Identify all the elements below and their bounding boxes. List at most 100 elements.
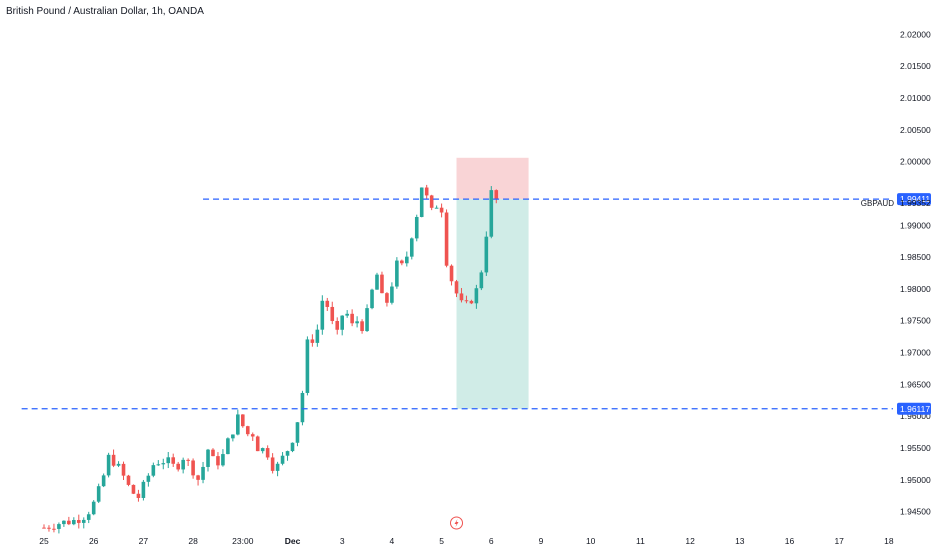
candle-body xyxy=(245,426,250,435)
price-badge xyxy=(897,193,931,206)
y-axis-tick-label: 1.95000 xyxy=(900,475,931,485)
candle-body xyxy=(439,207,444,213)
y-axis-tick-label: 1.97500 xyxy=(900,316,931,326)
x-axis-tick-label: 6 xyxy=(489,536,494,546)
candle-body xyxy=(459,293,464,301)
price-badge xyxy=(897,402,931,415)
candle-body xyxy=(405,256,409,264)
candle-body xyxy=(161,463,166,465)
x-axis-tick-label: 25 xyxy=(39,536,49,546)
candle-body xyxy=(211,449,215,457)
candle-body xyxy=(469,300,474,304)
x-axis-tick-label: 5 xyxy=(439,536,444,546)
candle-body xyxy=(340,315,344,330)
x-axis-tick-label: 3 xyxy=(340,536,345,546)
candle-body xyxy=(206,449,210,467)
x-axis-tick-label: 27 xyxy=(139,536,149,546)
y-axis-tick-label: 1.95500 xyxy=(900,443,931,453)
candle-body xyxy=(101,475,106,487)
candle-body xyxy=(111,454,116,466)
x-axis-tick-label: 18 xyxy=(884,536,894,546)
x-axis-tick-label: 12 xyxy=(685,536,695,546)
candle-body xyxy=(409,238,414,257)
candle-body xyxy=(290,442,295,452)
y-axis-tick-label: 1.97000 xyxy=(900,348,931,358)
price-badge-label: 1.99411 xyxy=(900,194,930,204)
y-axis-tick-label: 2.00500 xyxy=(900,125,931,135)
candle-body xyxy=(484,236,489,273)
y-axis-tick-label: 1.94500 xyxy=(900,507,931,517)
x-axis-tick-label: 10 xyxy=(586,536,596,546)
candle-body xyxy=(280,455,285,464)
candle-body xyxy=(395,260,399,287)
y-axis-tick-label: 2.00000 xyxy=(900,157,931,167)
candle-body xyxy=(201,466,205,480)
candle-body xyxy=(86,514,91,520)
last-price-label: 1.99352 xyxy=(900,198,931,208)
candle-body xyxy=(305,339,310,393)
candle-body xyxy=(429,195,434,208)
candle-body xyxy=(231,434,235,439)
candle-body xyxy=(62,520,66,525)
candle-body xyxy=(57,524,61,529)
y-axis-tick-label: 1.98500 xyxy=(900,252,931,262)
symbol-label: GBPAUD xyxy=(861,199,894,208)
chart-title: British Pound / Australian Dollar, 1h, O… xyxy=(6,6,204,17)
candle-body xyxy=(479,272,484,289)
candle-body xyxy=(365,308,369,332)
candle-body xyxy=(42,527,46,529)
candle-body xyxy=(474,288,479,304)
x-axis-tick-label: 23:00 xyxy=(232,536,254,546)
candle-body xyxy=(449,265,454,282)
candle-body xyxy=(76,520,81,523)
candle-body xyxy=(81,519,86,523)
candle-body xyxy=(221,454,225,466)
candle-body xyxy=(171,457,176,464)
candle-body xyxy=(136,493,141,498)
candle-body xyxy=(370,289,374,309)
x-axis-tick-label: 4 xyxy=(390,536,395,546)
candle-body xyxy=(250,434,255,437)
candle-body xyxy=(196,475,200,480)
candle-body xyxy=(47,527,51,529)
candle-body xyxy=(310,339,315,343)
y-axis-tick-label: 1.99000 xyxy=(900,220,931,230)
candle-body xyxy=(91,501,96,515)
candle-body xyxy=(360,321,364,332)
price-badge-label: 1.96117 xyxy=(900,404,930,414)
candle-body xyxy=(255,436,260,452)
candle-body xyxy=(131,484,136,494)
candle-body xyxy=(96,486,101,502)
candle-body xyxy=(176,463,180,470)
candle-body xyxy=(295,422,300,443)
candle-body xyxy=(52,528,56,530)
y-axis-tick-label: 1.98000 xyxy=(900,284,931,294)
y-axis-tick-label: 2.02000 xyxy=(900,29,931,39)
candle-body xyxy=(444,212,449,266)
candle-body xyxy=(434,207,439,209)
candle-body xyxy=(300,392,305,423)
candle-body xyxy=(181,459,185,470)
candle-body xyxy=(116,463,121,466)
x-axis-tick-label: 11 xyxy=(636,536,645,546)
x-axis-tick-label: 16 xyxy=(785,536,795,546)
candle-body xyxy=(315,329,320,343)
candle-body xyxy=(380,274,384,294)
candle-body xyxy=(330,306,335,322)
candle-body xyxy=(121,463,126,476)
candle-body xyxy=(236,414,240,435)
candle-body xyxy=(400,260,404,264)
candle-body xyxy=(151,465,156,476)
candle-body xyxy=(464,300,469,302)
candle-body xyxy=(285,451,290,456)
candle-body xyxy=(126,475,131,485)
candle-body xyxy=(260,448,265,452)
candle-body xyxy=(67,520,71,525)
x-axis-tick-label: 28 xyxy=(188,536,198,546)
candle-body xyxy=(350,313,354,324)
candle-body xyxy=(265,448,270,458)
y-axis-tick-label: 2.01000 xyxy=(900,93,931,103)
candle-body xyxy=(241,414,245,427)
y-axis-tick-label: 1.96500 xyxy=(900,379,931,389)
